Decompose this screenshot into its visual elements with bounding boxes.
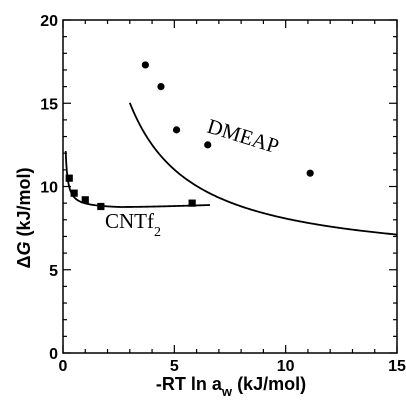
fit-curve-dmeap xyxy=(130,103,397,235)
y-tick-label: 10 xyxy=(40,180,58,197)
y-axis-title: ΔG (kJ/mol) xyxy=(14,168,34,269)
cntf2-data-point xyxy=(66,175,73,182)
dmeap-data-point xyxy=(142,61,149,68)
dmeap-data-point xyxy=(307,170,314,177)
cntf2-data-point xyxy=(82,196,89,203)
plot-frame xyxy=(63,20,397,353)
dmeap-data-point xyxy=(157,83,164,90)
series-label-dmeap: DMEAP xyxy=(205,114,282,158)
x-tick-label: 10 xyxy=(277,358,295,375)
y-tick-label: 20 xyxy=(40,13,58,30)
cntf2-data-point xyxy=(189,200,196,207)
x-tick-label: 5 xyxy=(170,358,179,375)
y-tick-label: 0 xyxy=(49,346,58,363)
y-axis-title-var: G xyxy=(14,242,34,256)
y-tick-label: 15 xyxy=(40,96,58,113)
x-axis-title-main: -RT ln a xyxy=(156,374,223,394)
series-label-cntf2-subscript: 2 xyxy=(154,225,161,240)
cntf2-data-point xyxy=(71,190,78,197)
x-axis-title-unit: (kJ/mol) xyxy=(237,374,306,394)
y-axis-title-delta: Δ xyxy=(14,255,34,268)
x-tick-label: 0 xyxy=(59,358,68,375)
dmeap-data-point xyxy=(173,126,180,133)
x-tick-label: 15 xyxy=(388,358,406,375)
y-tick-label: 5 xyxy=(49,263,58,280)
series-label-cntf2: CNTf2 xyxy=(105,209,161,240)
cntf2-data-point xyxy=(97,203,104,210)
x-axis-title: -RT ln aw (kJ/mol) xyxy=(156,374,306,399)
y-axis-title-unit: (kJ/mol) xyxy=(14,168,34,237)
dmeap-data-point xyxy=(204,141,211,148)
